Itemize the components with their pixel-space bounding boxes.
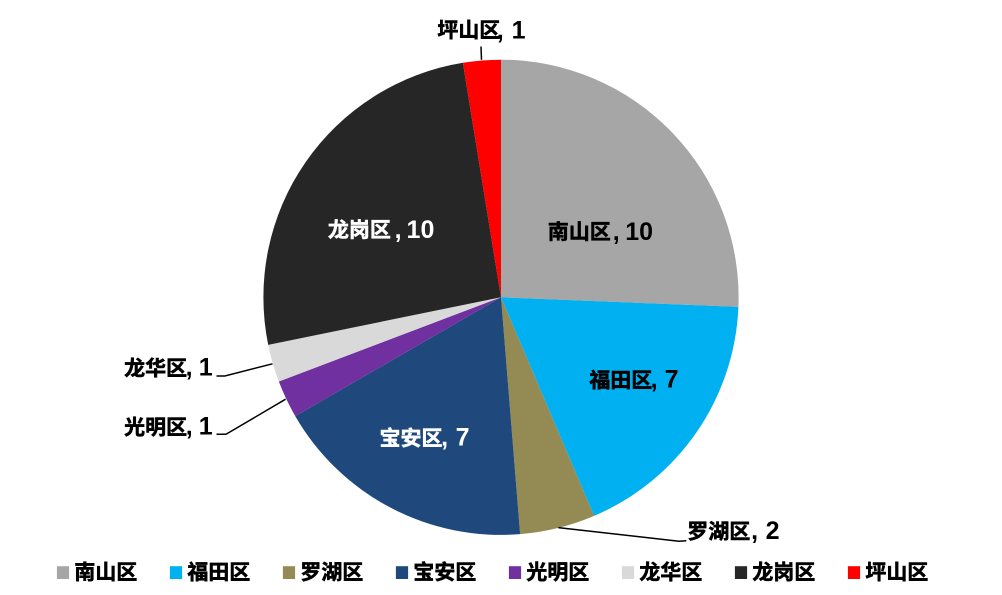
svg-text:,: ,: [751, 517, 758, 545]
svg-text:,: ,: [651, 366, 658, 394]
svg-text:,: ,: [186, 354, 193, 382]
svg-text:,: ,: [441, 424, 448, 452]
svg-text:,: ,: [613, 218, 620, 246]
svg-text:7: 7: [456, 424, 470, 452]
svg-text:1: 1: [199, 354, 213, 382]
svg-text:1: 1: [199, 413, 213, 441]
svg-text:2: 2: [766, 517, 780, 545]
svg-text:,: ,: [186, 413, 193, 441]
svg-text:10: 10: [407, 216, 435, 244]
svg-text:,: ,: [395, 216, 402, 244]
svg-text:7: 7: [665, 366, 679, 394]
svg-text:,: ,: [497, 17, 504, 45]
svg-text:1: 1: [512, 17, 526, 45]
svg-text:10: 10: [625, 218, 653, 246]
